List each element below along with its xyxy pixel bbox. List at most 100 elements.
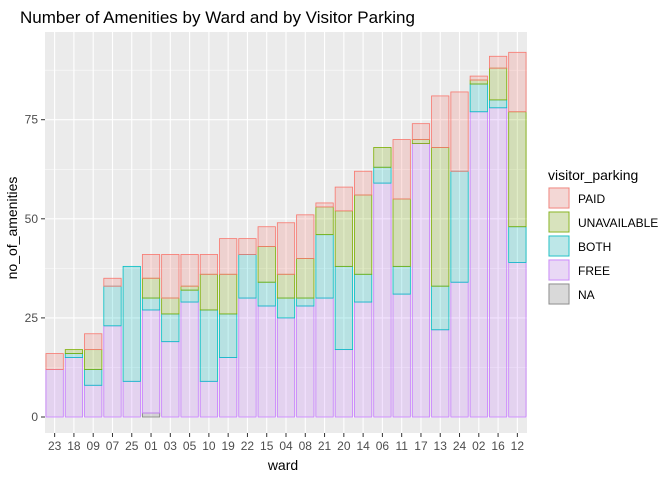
x-tick-label: 17 [414, 439, 428, 453]
bar-segment [219, 313, 238, 358]
legend-key [548, 259, 570, 281]
x-tick-label: 18 [67, 439, 81, 453]
y-tick-label: 25 [25, 311, 39, 325]
bar-segment [64, 349, 83, 354]
x-tick-label: 13 [434, 439, 448, 453]
x-tick-label: 08 [299, 439, 313, 453]
x-axis: 23 18 09 07 25 01 03 05 10 19 22 15 04 08 21 20 14 06 11 17… [48, 433, 524, 453]
bar-segment [489, 99, 508, 109]
bar-segment [431, 147, 450, 287]
legend-key [548, 283, 570, 305]
bar-segment [373, 182, 392, 418]
bar-segment [257, 246, 276, 283]
bar-segment [161, 297, 180, 315]
bar-segment [103, 277, 122, 287]
x-tick-label: 20 [337, 439, 351, 453]
x-axis-label: ward [267, 457, 298, 473]
bar-segment [199, 273, 218, 311]
legend-label: UNAVAILABLE [578, 216, 658, 230]
bar-segment [276, 222, 296, 275]
bar-segment [431, 95, 450, 148]
bar-segment [431, 285, 450, 331]
bar-segment [315, 297, 334, 418]
x-tick-label: 11 [395, 439, 408, 453]
bar-segment [64, 357, 83, 418]
legend-key-bg [548, 235, 570, 257]
bar-segment [373, 166, 392, 184]
bar-segment [431, 329, 450, 418]
bar-segment [411, 139, 431, 144]
bar-segment [373, 147, 392, 168]
bar-segment [64, 353, 83, 358]
bar-segment [276, 273, 296, 299]
bar-segment [84, 349, 103, 370]
bar-segment [238, 297, 257, 418]
x-tick-label: 14 [356, 439, 370, 453]
grid [45, 32, 527, 433]
bar-segment [392, 198, 411, 267]
bar-segment [469, 79, 488, 85]
bar-segment [141, 277, 161, 299]
bar-segment [84, 369, 103, 386]
x-tick-label: 21 [318, 439, 332, 453]
bar-segment [489, 55, 508, 69]
bar-segment [469, 83, 488, 113]
bar-segment [392, 293, 411, 418]
legend-label: FREE [578, 264, 610, 278]
bar-segment [180, 301, 199, 418]
bar-segment [411, 143, 431, 418]
bar-segment [276, 297, 296, 319]
bar-segment [508, 111, 527, 228]
bar-segment [334, 349, 353, 418]
legend-label: PAID [578, 192, 605, 206]
bar-segment [508, 51, 527, 113]
bars [45, 51, 527, 418]
bar-segment [219, 273, 238, 315]
bar-segment [296, 214, 315, 259]
bar-segment [392, 265, 411, 295]
bar-segment [508, 226, 527, 263]
bar-segment [315, 234, 334, 299]
bar-segment [296, 258, 315, 299]
bar-segment [392, 139, 411, 200]
bar-segment [161, 313, 180, 343]
bar-segment [141, 412, 161, 418]
x-tick-label: 10 [202, 439, 216, 453]
bar-segment [161, 254, 180, 299]
bar-segment [296, 305, 315, 418]
legend-key [548, 187, 570, 209]
bar-segment [489, 67, 508, 101]
bar-segment [84, 384, 103, 418]
x-tick-label: 06 [376, 439, 390, 453]
legend-key-bg [548, 283, 570, 305]
bar-segment [219, 238, 238, 275]
bar-segment [334, 265, 353, 351]
bar-segment [469, 111, 488, 418]
bar-segment [450, 170, 469, 283]
bar-segment [354, 194, 373, 275]
bar-segment [103, 325, 122, 418]
bar-segment [180, 254, 199, 287]
x-tick-label: 16 [491, 439, 505, 453]
legend-key [548, 211, 570, 233]
bar-segment [141, 254, 161, 279]
bar-segment [450, 91, 469, 172]
chart-title: Number of Amenities by Ward and by Visit… [20, 8, 415, 27]
bar-segment [450, 281, 469, 418]
legend-key [548, 235, 570, 257]
bar-segment [354, 170, 373, 196]
bar-segment [296, 297, 315, 307]
legend-key-bg [548, 187, 570, 209]
bar-segment [122, 380, 141, 418]
bar-segment [180, 285, 199, 291]
bar-segment [103, 285, 122, 327]
bar-segment [315, 202, 334, 208]
x-tick-label: 04 [279, 439, 293, 453]
bar-segment [276, 317, 296, 418]
y-tick-label: 0 [31, 410, 38, 424]
bar-segment [199, 254, 218, 275]
x-tick-label: 19 [221, 439, 235, 453]
y-axis: 0 25 50 75 [25, 113, 45, 424]
legend: visitor_parking PAID UNAVAILABLE BOTH FREE N… [548, 167, 658, 305]
